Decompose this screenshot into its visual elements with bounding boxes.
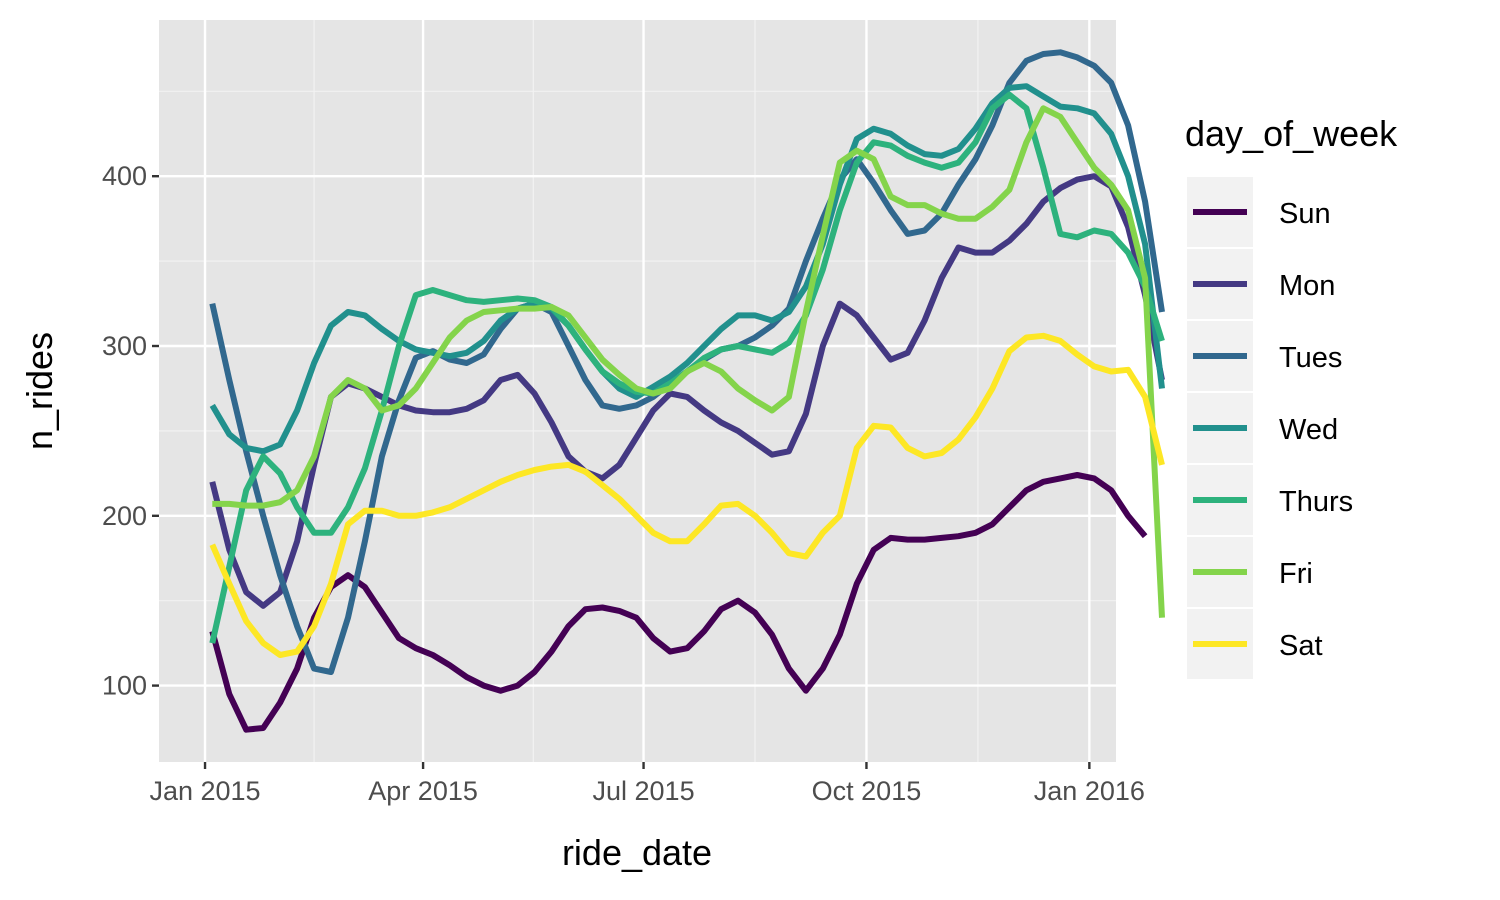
x-tick-label: Apr 2015: [368, 776, 478, 806]
series-lines: [209, 49, 1165, 733]
series-line-wed: [209, 83, 1165, 455]
y-tick-label: 300: [102, 331, 147, 361]
legend: day_of_week Sun Mon Tues Wed Thurs Fri Sat: [1185, 113, 1398, 679]
legend-label-tues: Tues: [1279, 342, 1342, 374]
y-axis-title: n_rides: [19, 332, 60, 450]
legend-label-sat: Sat: [1279, 630, 1323, 662]
legend-label-thurs: Thurs: [1279, 486, 1353, 518]
series-line-sat: [209, 332, 1165, 658]
y-tick-label: 100: [102, 671, 147, 701]
y-tick-label: 400: [102, 161, 147, 191]
series-line-fri: [212, 105, 1165, 618]
series-line-sun: [209, 472, 1148, 733]
legend-label-sun: Sun: [1279, 198, 1331, 230]
x-tick-label: Oct 2015: [812, 776, 922, 806]
y-axis-ticks: 100 200 300 400: [102, 161, 159, 701]
legend-label-mon: Mon: [1279, 270, 1335, 302]
x-axis-ticks: Jan 2015 Apr 2015 Jul 2015 Oct 2015 Jan 2016: [149, 762, 1145, 806]
x-tick-label: Jul 2015: [593, 776, 695, 806]
x-tick-label: Jan 2015: [149, 776, 260, 806]
legend-label-wed: Wed: [1279, 414, 1338, 446]
x-axis-title: ride_date: [562, 832, 712, 873]
legend-label-fri: Fri: [1279, 558, 1313, 590]
legend-title: day_of_week: [1185, 113, 1398, 154]
x-tick-label: Jan 2016: [1034, 776, 1145, 806]
y-tick-label: 200: [102, 501, 147, 531]
